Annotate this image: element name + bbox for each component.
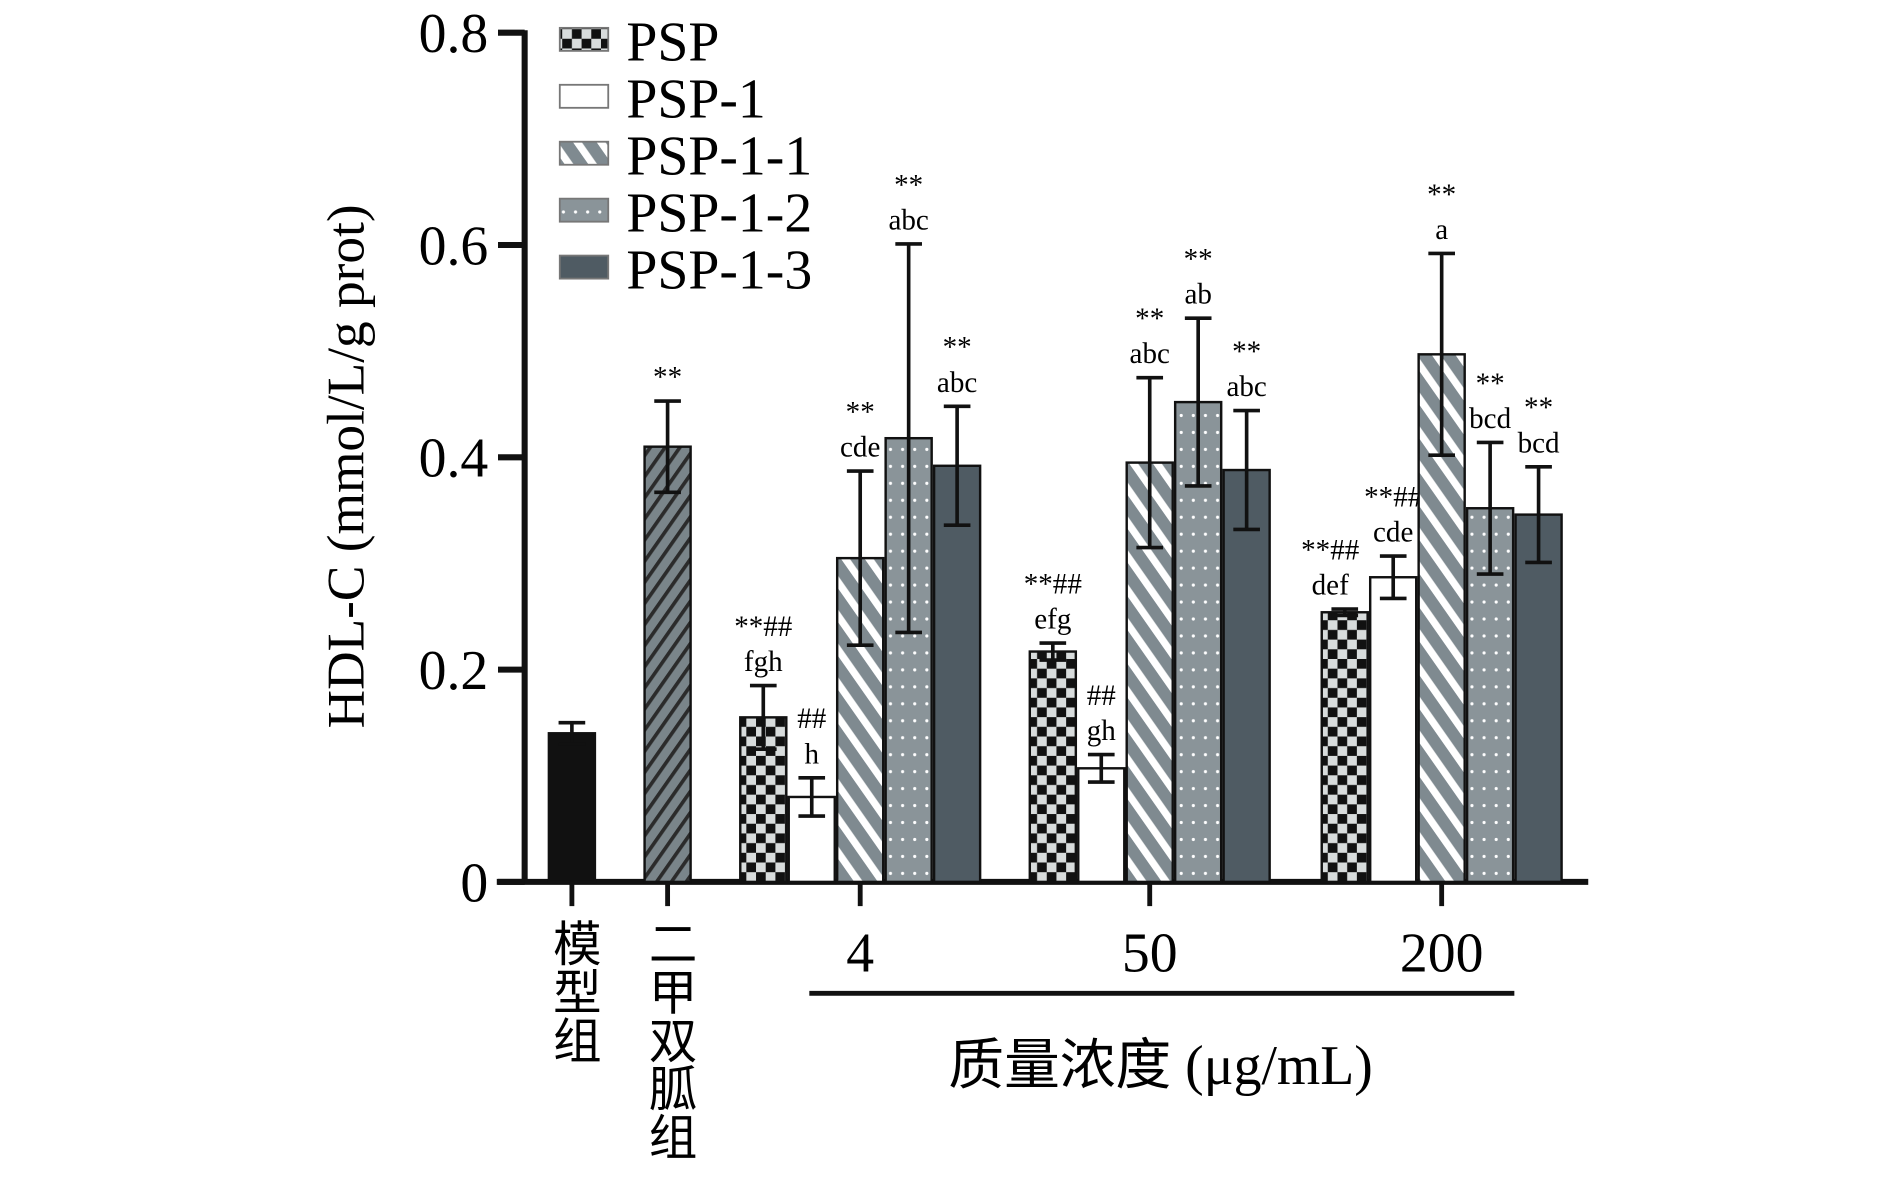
significance-marks: **	[1184, 244, 1213, 276]
significance-marks: **	[1232, 336, 1261, 368]
significance-marks: **##	[734, 611, 792, 643]
significance-letters: abc	[1226, 371, 1266, 403]
significance-letters: efg	[1034, 604, 1071, 636]
significance-marks: ##	[797, 703, 826, 735]
significance-marks: **##	[1301, 534, 1359, 566]
significance-letters: bcd	[1518, 427, 1560, 459]
legend-swatch	[558, 83, 610, 109]
bar	[1368, 576, 1418, 884]
significance-marks: **	[1476, 368, 1505, 400]
legend-label: PSP	[626, 12, 719, 74]
significance-marks: **	[846, 396, 875, 428]
x-tick-label-control: 二甲双胍组	[641, 918, 696, 1160]
significance-letters: a	[1435, 214, 1448, 246]
y-tick-label: 0.8	[419, 3, 489, 65]
significance-letters: fgh	[744, 646, 783, 678]
significance-letters: abc	[888, 204, 928, 236]
significance-letters: h	[804, 738, 819, 770]
significance-marks: **	[1135, 303, 1164, 335]
x-tick-label: 200	[1400, 923, 1484, 985]
significance-marks: ##	[1087, 680, 1116, 712]
significance-marks: **	[653, 362, 682, 394]
significance-marks: **	[1524, 392, 1553, 424]
legend-swatch	[558, 254, 610, 280]
y-axis-label: HDL-C (mmol/L/g prot)	[317, 204, 376, 728]
legend-swatch	[558, 140, 610, 166]
significance-marks: **	[1427, 179, 1456, 211]
bar	[1077, 767, 1126, 884]
legend-swatch	[558, 26, 610, 52]
significance-marks: **	[894, 169, 923, 201]
legend-label: PSP-1-1	[626, 125, 812, 187]
y-tick-label: 0.4	[419, 428, 489, 490]
x-tick-label: 4	[846, 923, 874, 985]
y-tick-label: 0	[460, 852, 488, 914]
legend-swatch	[558, 197, 610, 223]
significance-letters: ab	[1184, 279, 1211, 311]
significance-letters: gh	[1087, 715, 1117, 747]
bar	[1514, 513, 1563, 884]
bar	[1028, 650, 1078, 884]
significance-letters: cde	[1373, 516, 1413, 548]
x-axis-label: 质量浓度 (μg/mL)	[948, 1035, 1373, 1097]
legend-label: PSP-1-3	[626, 239, 812, 301]
significance-marks: **##	[1024, 568, 1082, 600]
legend-label: PSP-1-2	[626, 182, 812, 244]
bar	[547, 732, 597, 884]
bar	[1222, 468, 1271, 884]
legend-label: PSP-1	[626, 69, 765, 131]
y-tick-label: 0.6	[419, 215, 489, 277]
significance-letters: bcd	[1469, 403, 1511, 435]
significance-letters: abc	[1130, 338, 1170, 370]
bar	[1320, 611, 1369, 884]
significance-letters: cde	[840, 432, 880, 464]
significance-letters: abc	[937, 367, 977, 399]
bar	[932, 464, 982, 884]
y-tick-label: 0.2	[419, 640, 489, 702]
bar	[643, 445, 692, 884]
significance-marks: **	[943, 332, 972, 364]
x-tick-label: 50	[1122, 923, 1178, 985]
significance-letters: def	[1312, 570, 1349, 602]
x-tick-label-control: 模型组	[545, 918, 600, 1063]
significance-marks: **##	[1364, 481, 1422, 513]
